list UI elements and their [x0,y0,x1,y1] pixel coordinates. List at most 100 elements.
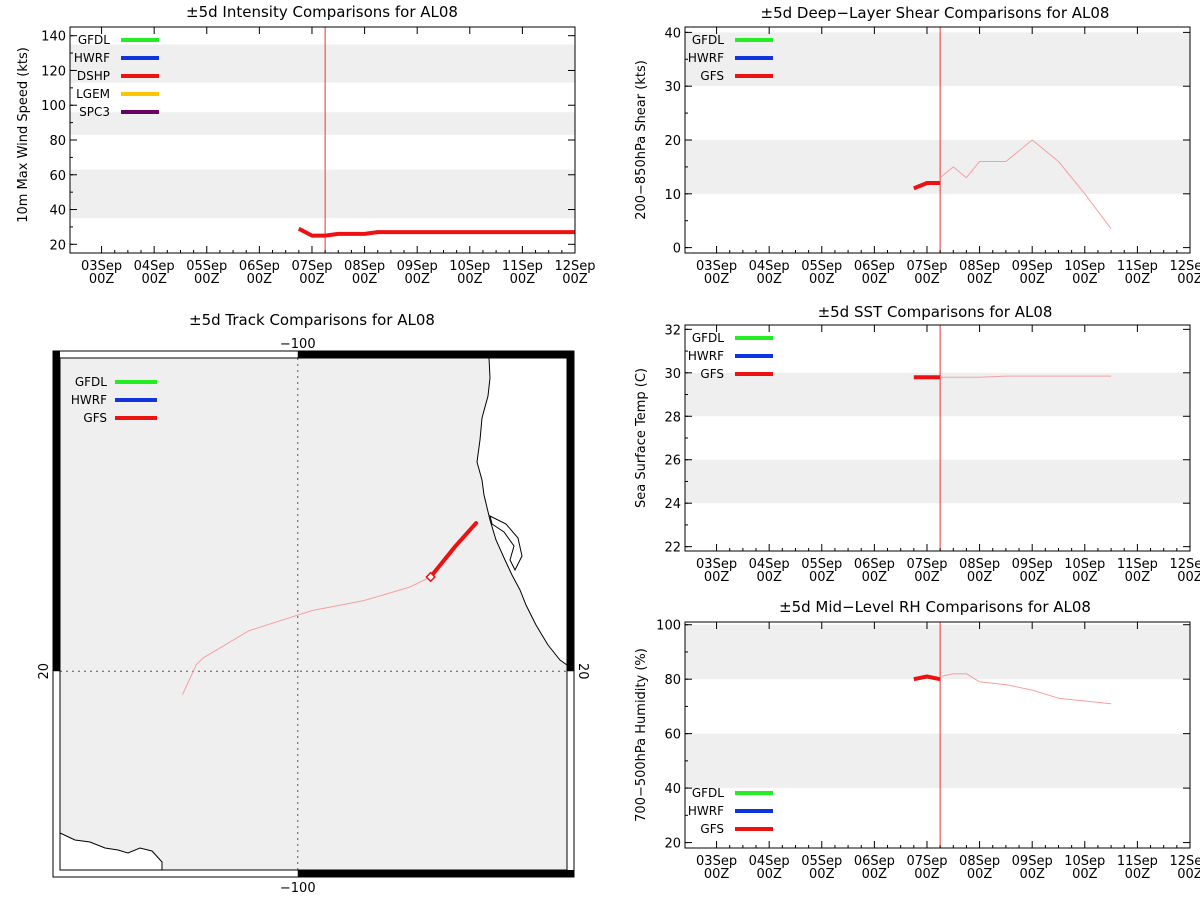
sst-legend-label-gfs: GFS [700,367,724,381]
rh-chart: ±5d Mid−Level RH Comparisons for AL08 70… [634,598,1200,882]
rh-plot-frame [684,621,1191,849]
rh-ytick-label: 100 [656,619,681,634]
intensity-legend-label-lgem: LGEM [76,87,110,101]
sst-legend-label-gfdl: GFDL [692,331,724,345]
shear-xtick-label: 08Sep [959,259,1000,274]
gfs-track-past [428,521,479,579]
intensity-ytick-label: 40 [49,204,66,219]
shear-ytick-label: 40 [664,26,681,41]
rh-xtick-sublabel: 00Z [809,867,835,882]
shear-legend-label-hwrf: HWRF [688,51,724,65]
sst-ytick-label: 22 [664,541,681,556]
track-title: ±5d Track Comparisons for AL08 [189,311,435,329]
rh-series-gfs-thin [939,673,1112,705]
rh-shade-band [685,733,1190,789]
map-lat-label-left: 20 [37,663,52,680]
shear-ytick-label: 30 [664,80,681,95]
intensity-xtick-label: 05Sep [186,259,227,274]
map-lon-label-bottom: −100 [280,881,316,896]
map-border-bar-top [297,351,574,358]
rh-series-gfs-thick [913,674,941,682]
shear-xtick-sublabel: 00Z [1019,272,1045,287]
coastline-south [59,832,163,870]
track-map: ±5d Track Comparisons for AL08 GFDL HWRF G… [37,311,590,896]
shear-ytick-label: 20 [664,134,681,149]
intensity-legend-label-dshp: DSHP [77,69,110,83]
sst-xtick-label: 04Sep [749,557,790,572]
map-lon-label-top: −100 [280,337,316,352]
gfs-track-current-marker [425,571,436,583]
intensity-xtick-label: 03Sep [81,259,122,274]
shear-shade-band [685,140,1190,194]
intensity-xtick-sublabel: 00Z [457,272,483,287]
rh-xtick-sublabel: 00Z [967,867,993,882]
shear-ytick-label: 10 [664,188,681,203]
sst-xtick-label: 08Sep [959,557,1000,572]
sst-xtick-sublabel: 00Z [1177,570,1200,585]
rh-legend-label-gfdl: GFDL [692,786,724,800]
shear-xtick-label: 04Sep [749,259,790,274]
sst-ylabel: Sea Surface Temp (C) [634,368,649,508]
sst-xtick-sublabel: 00Z [862,570,888,585]
rh-xtick-sublabel: 00Z [862,867,888,882]
sst-xtick-label: 06Sep [854,557,895,572]
intensity-xtick-sublabel: 00Z [299,272,325,287]
rh-title: ±5d Mid−Level RH Comparisons for AL08 [779,598,1091,616]
shear-series-gfs-thick [913,181,941,191]
intensity-ylabel: 10m Max Wind Speed (kts) [16,47,31,223]
rh-xtick-label: 06Sep [854,854,895,869]
intensity-ytick-label: 100 [41,99,66,114]
intensity-ytick-label: 60 [49,169,66,184]
land-area-south [60,833,162,870]
rh-xtick-sublabel: 00Z [704,867,730,882]
lagoon-outline [489,515,523,572]
sst-ytick-label: 24 [664,497,681,512]
sst-xtick-label: 12Sep [1169,557,1200,572]
intensity-xtick-sublabel: 00Z [510,272,536,287]
intensity-chart: ±5d Intensity Comparisons for AL08 10m M… [16,3,596,287]
rh-legend-label-gfs: GFS [700,822,724,836]
sst-xtick-label: 10Sep [1064,557,1105,572]
sst-xtick-sublabel: 00Z [756,570,782,585]
shear-series-gfs-thin [939,139,1112,230]
sst-title: ±5d SST Comparisons for AL08 [818,303,1053,321]
shear-xtick-label: 03Sep [696,259,737,274]
intensity-xtick-sublabel: 00Z [247,272,273,287]
rh-xtick-sublabel: 00Z [1019,867,1045,882]
shear-xtick-label: 05Sep [801,259,842,274]
intensity-xtick-label: 07Sep [291,259,332,274]
shear-xtick-label: 10Sep [1064,259,1105,274]
shear-xtick-sublabel: 00Z [862,272,888,287]
intensity-xtick-label: 06Sep [239,259,280,274]
map-coastline [59,357,568,870]
sst-xtick-sublabel: 00Z [967,570,993,585]
sst-chart: ±5d SST Comparisons for AL08 Sea Surface… [634,303,1200,585]
sst-xtick-label: 07Sep [906,557,947,572]
rh-xtick-sublabel: 00Z [914,867,940,882]
rh-legend-label-hwrf: HWRF [688,804,724,818]
shear-xtick-sublabel: 00Z [967,272,993,287]
intensity-xtick-sublabel: 00Z [352,272,378,287]
shear-chart: ±5d Deep−Layer Shear Comparisons for AL0… [634,4,1200,287]
sst-ytick-label: 28 [664,410,681,425]
rh-xtick-label: 10Sep [1064,854,1105,869]
intensity-legend-label-hwrf: HWRF [74,51,110,65]
rh-ytick-label: 20 [664,837,681,852]
map-border-bar-right [567,351,574,672]
sst-xtick-sublabel: 00Z [1072,570,1098,585]
shear-xtick-label: 12Sep [1169,259,1200,274]
gfs-track-forecast [181,576,431,696]
shear-xtick-sublabel: 00Z [704,272,730,287]
sst-ytick-label: 26 [664,454,681,469]
shear-xtick-sublabel: 00Z [914,272,940,287]
rh-xtick-sublabel: 00Z [1072,867,1098,882]
shear-xtick-sublabel: 00Z [809,272,835,287]
sst-xtick-label: 11Sep [1117,557,1158,572]
map-border-bar-left [53,351,60,672]
shear-xtick-label: 07Sep [906,259,947,274]
intensity-xtick-sublabel: 00Z [404,272,430,287]
sst-xtick-label: 03Sep [696,557,737,572]
intensity-xtick-label: 10Sep [449,259,490,274]
rh-xtick-label: 07Sep [906,854,947,869]
